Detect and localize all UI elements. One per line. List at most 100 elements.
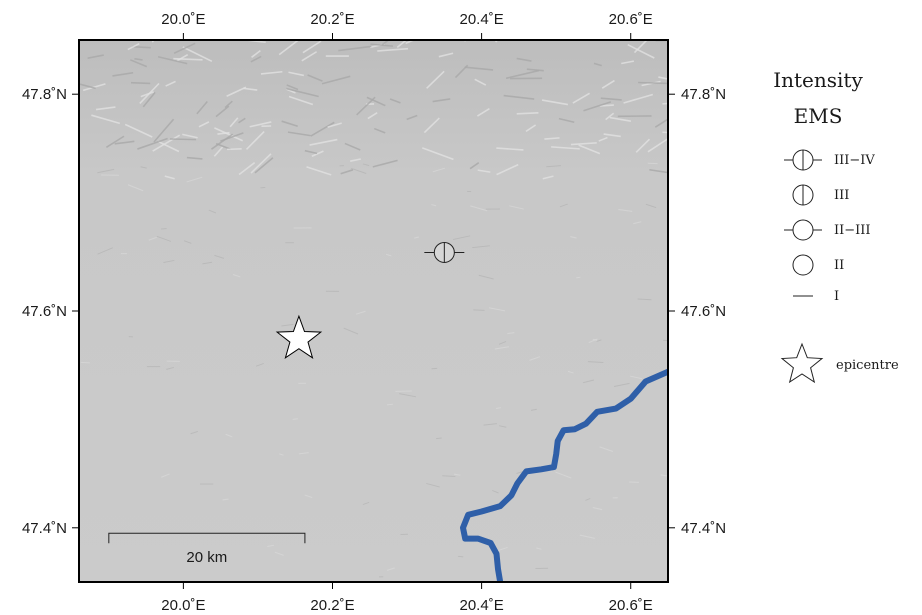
relief-mark [281,120,298,128]
relief-mark [381,40,390,46]
relief-mark [421,147,454,161]
relief-background [79,40,668,582]
relief-mark [251,49,261,58]
relief-mark [95,106,116,111]
relief-mark [196,100,208,115]
relief-mark [278,40,300,56]
relief-mark [472,245,490,249]
legend-title-line1: Intensity [773,68,863,92]
relief-mark [156,235,172,242]
relief-mark [129,59,148,68]
relief-mark [432,167,446,173]
relief-mark [302,40,322,54]
relief-mark [529,356,541,361]
relief-mark [350,158,361,162]
relief-mark [304,494,313,499]
epicentre-star-icon [275,314,323,359]
relief-mark [453,235,471,240]
legend-label-ii-iii: II−III [834,223,871,238]
relief-mark [137,137,168,150]
relief-mark [618,208,633,212]
relief-mark [130,81,151,85]
legend-label-i: I [834,289,839,304]
lon-label-bottom: 20.2˚E [310,597,354,614]
legend-item-i: I [793,289,839,304]
relief-mark [169,138,197,141]
relief-mark [255,362,264,367]
relief-mark [483,423,497,426]
relief-mark [166,366,174,370]
relief-mark [498,340,507,345]
lat-label-right: 47.4˚N [681,520,726,537]
relief-mark [286,84,299,91]
relief-mark [464,66,494,71]
relief-mark [649,168,668,174]
relief-mark [499,425,507,428]
relief-mark [406,114,418,121]
relief-mark [161,473,170,478]
relief-mark [431,204,437,207]
relief-mark [79,83,96,90]
relief-mark [134,57,143,61]
relief-mark [367,112,378,120]
relief-mark [505,69,540,80]
relief-mark [633,221,642,225]
relief-mark [286,87,319,98]
relief-mark [583,101,612,112]
relief-mark [350,167,367,174]
relief-mark [226,86,247,98]
relief-mark [621,60,635,65]
relief-mark [142,91,156,108]
relief-mark [163,259,175,264]
relief-mark [623,93,654,104]
relief-mark [176,54,189,62]
river-line [460,368,668,582]
legend-label-epicentre: epicentre [836,358,899,373]
relief-mark [647,137,668,153]
relief-mark [609,116,632,122]
relief-mark [385,253,392,257]
relief-mark [140,166,147,169]
relief-mark [173,57,203,61]
lat-label-left: 47.8˚N [22,86,67,103]
relief-mark [112,71,134,77]
lon-label-top: 20.4˚E [460,11,504,28]
relief-mark [494,346,509,350]
relief-mark [298,452,309,455]
relief-mark [249,121,272,128]
relief-mark [536,547,542,550]
relief-mark [544,137,560,140]
relief-mark [202,261,213,265]
relief-mark [229,117,239,128]
relief-mark [516,471,524,474]
relief-mark [132,45,151,49]
legend-item-iii-iv: III−IV [784,149,875,171]
relief-mark [190,430,199,435]
relief-mark [250,153,272,174]
relief-mark [596,339,602,342]
relief-mark [551,146,580,150]
relief-mark [222,498,229,501]
relief-mark [214,254,225,259]
relief-mark [469,162,480,170]
legend-label-iii: III [834,188,849,203]
relief-mark [585,497,591,501]
relief-mark [373,127,386,134]
relief-mark [220,132,244,142]
relief-mark [173,42,196,54]
legend-title-line2: EMS [794,104,843,128]
relief-mark [327,122,342,128]
relief-mark [215,105,230,118]
lon-label-top: 20.0˚E [161,11,205,28]
relief-mark [148,236,157,241]
relief-mark [570,142,597,146]
relief-mark [572,92,590,104]
legend-item-epicentre: epicentre [780,342,899,384]
scale-bar-label: 20 km [186,549,227,566]
legend-label-ii: II [834,258,844,273]
relief-mark [274,551,284,556]
relief-mark [362,163,370,167]
relief-mark [152,134,181,152]
relief-mark [372,159,398,168]
